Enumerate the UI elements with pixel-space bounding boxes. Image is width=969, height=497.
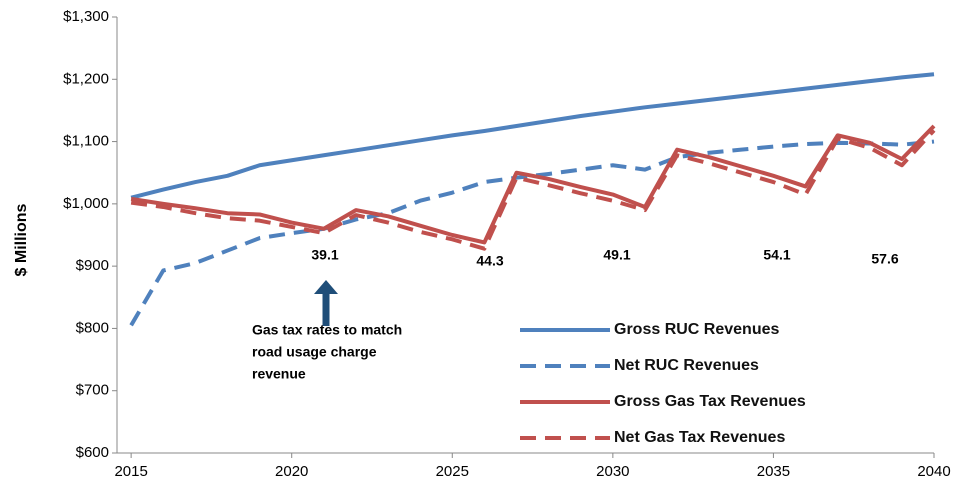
y-axis-label: $ Millions <box>13 203 30 276</box>
x-tick-label: 2025 <box>436 463 469 480</box>
annotation: 39.1 <box>311 247 338 263</box>
annotation: 57.6 <box>871 251 898 267</box>
x-tick-label: 2020 <box>275 463 308 480</box>
x-tick-label: 2015 <box>114 463 147 480</box>
legend-label: Net RUC Revenues <box>614 357 759 374</box>
y-tick-label: $600 <box>76 444 109 461</box>
x-tick-label: 2040 <box>917 463 950 480</box>
annotation: revenue <box>252 366 306 382</box>
y-tick-label: $1,000 <box>63 195 109 212</box>
y-tick-label: $700 <box>76 382 109 399</box>
y-tick-label: $800 <box>76 319 109 336</box>
annotation: Gas tax rates to match <box>252 322 402 338</box>
annotation: 54.1 <box>763 247 790 263</box>
arrow-head <box>314 280 338 294</box>
y-tick-label: $1,100 <box>63 133 109 150</box>
series-line <box>130 72 935 200</box>
x-tick-label: 2030 <box>596 463 629 480</box>
series-line <box>130 129 936 251</box>
legend-label: Gross RUC Revenues <box>614 321 779 338</box>
y-tick-label: $900 <box>76 257 109 274</box>
y-tick-label: $1,200 <box>63 70 109 87</box>
annotation: 49.1 <box>603 247 630 263</box>
series-line <box>130 124 936 245</box>
y-tick-label: $1,300 <box>63 8 109 25</box>
legend-label: Net Gas Tax Revenues <box>614 429 785 446</box>
x-tick-label: 2035 <box>757 463 790 480</box>
legend-label: Gross Gas Tax Revenues <box>614 393 806 410</box>
annotation: 44.3 <box>476 253 503 269</box>
annotation: road usage charge <box>252 344 377 360</box>
